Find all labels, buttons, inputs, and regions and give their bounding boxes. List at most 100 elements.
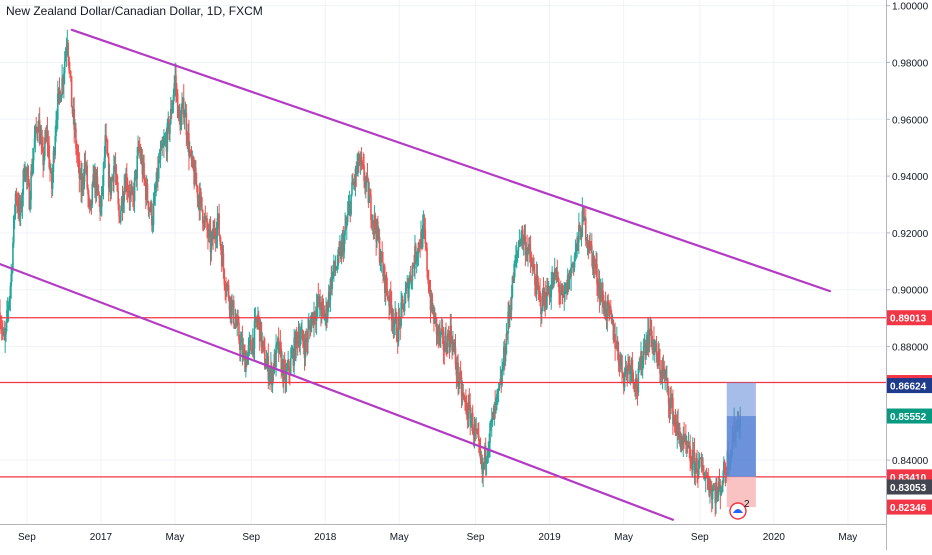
position-tool[interactable] xyxy=(726,382,756,508)
candle-body xyxy=(181,105,183,115)
candle-body xyxy=(197,196,200,199)
candle-body xyxy=(82,176,84,185)
candle-body xyxy=(497,388,500,390)
candle-body xyxy=(509,310,512,311)
candle-body xyxy=(625,366,628,368)
candle-body xyxy=(331,272,333,289)
chart-title: New Zealand Dollar/Canadian Dollar, 1D, … xyxy=(6,4,263,18)
candle-body xyxy=(684,435,686,441)
candle-body xyxy=(176,88,178,94)
candle-body xyxy=(252,337,255,349)
candle-body xyxy=(93,174,95,188)
candle-body xyxy=(44,137,47,140)
candle-body xyxy=(437,327,440,336)
candle-body xyxy=(180,114,182,131)
candle-body xyxy=(203,216,206,227)
candle-body xyxy=(236,319,239,327)
candle-body xyxy=(451,338,453,351)
candle-body xyxy=(10,274,13,287)
candle-body xyxy=(135,169,138,179)
candle-body xyxy=(284,369,287,383)
candle-body xyxy=(152,203,155,225)
candle-body xyxy=(710,485,712,488)
candle-body xyxy=(365,175,368,181)
candle-body xyxy=(644,343,647,355)
candle-body xyxy=(562,291,565,297)
candle-body xyxy=(94,171,97,194)
candle-body xyxy=(57,87,60,94)
candle-body xyxy=(149,208,151,211)
candle-body xyxy=(505,333,508,354)
candle-body xyxy=(462,392,465,396)
candle-body xyxy=(268,376,270,381)
candle-body xyxy=(261,340,264,348)
candle-body xyxy=(425,243,427,248)
candle-body xyxy=(46,131,49,143)
candle-body xyxy=(677,422,679,430)
candle-body xyxy=(464,398,466,401)
candle-body xyxy=(515,254,517,265)
trend-line[interactable] xyxy=(0,263,675,521)
candle-body xyxy=(495,398,497,405)
candle-body xyxy=(465,402,468,416)
candle-body xyxy=(463,395,465,399)
candle-body xyxy=(79,173,82,179)
candle-body xyxy=(534,284,537,295)
candle-body xyxy=(50,170,52,171)
candle-body xyxy=(2,330,5,332)
candle-body xyxy=(441,329,444,332)
candle-body xyxy=(701,465,704,467)
candle-body xyxy=(414,245,416,269)
candle-body xyxy=(723,461,726,474)
candle-body xyxy=(573,255,576,268)
candle-body xyxy=(43,155,45,166)
candle-body xyxy=(146,184,149,202)
candle-body xyxy=(494,404,496,405)
candle-body xyxy=(720,487,723,496)
candle-body xyxy=(19,200,22,217)
loss-zone[interactable] xyxy=(726,476,756,508)
candle-body xyxy=(244,352,246,373)
candle-body xyxy=(400,302,402,327)
candle-body xyxy=(136,155,138,179)
profit-zone-filled[interactable] xyxy=(726,416,756,477)
candle-body xyxy=(6,310,8,323)
candle-body xyxy=(421,225,424,248)
time-tick-label: May xyxy=(838,532,857,543)
candle-body xyxy=(700,457,703,467)
time-tick-label: May xyxy=(166,532,185,543)
candle-body xyxy=(213,229,215,240)
time-tick-label: Sep xyxy=(691,532,709,543)
candle-body xyxy=(215,235,218,239)
candle-body xyxy=(416,253,419,257)
candle-body xyxy=(402,299,404,304)
candle-body xyxy=(279,341,282,349)
candle-body xyxy=(459,372,462,378)
candle-body xyxy=(195,167,197,185)
candle-body xyxy=(381,251,383,263)
candle-body xyxy=(54,135,57,156)
profit-zone-upper[interactable] xyxy=(726,382,756,417)
candle-body xyxy=(299,339,302,347)
candle-body xyxy=(402,303,405,312)
trend-line[interactable] xyxy=(70,28,832,293)
candle-body xyxy=(532,265,534,267)
candle-body xyxy=(601,290,603,301)
candle-body xyxy=(75,148,78,153)
candle-body xyxy=(86,165,88,188)
candle-body xyxy=(242,349,245,356)
candle-body xyxy=(83,162,86,182)
candle-body xyxy=(603,301,606,314)
event-badge-layer[interactable]: 2 xyxy=(729,499,750,520)
candle-body xyxy=(107,156,110,189)
candle-body xyxy=(435,318,438,335)
candle-body xyxy=(504,353,507,362)
candle-body xyxy=(619,360,622,367)
candle-body xyxy=(229,297,232,310)
candle-body xyxy=(337,250,339,266)
candle-body xyxy=(594,266,597,268)
candle-body xyxy=(537,282,540,290)
candle-body xyxy=(210,239,213,253)
candle-body xyxy=(560,287,563,295)
